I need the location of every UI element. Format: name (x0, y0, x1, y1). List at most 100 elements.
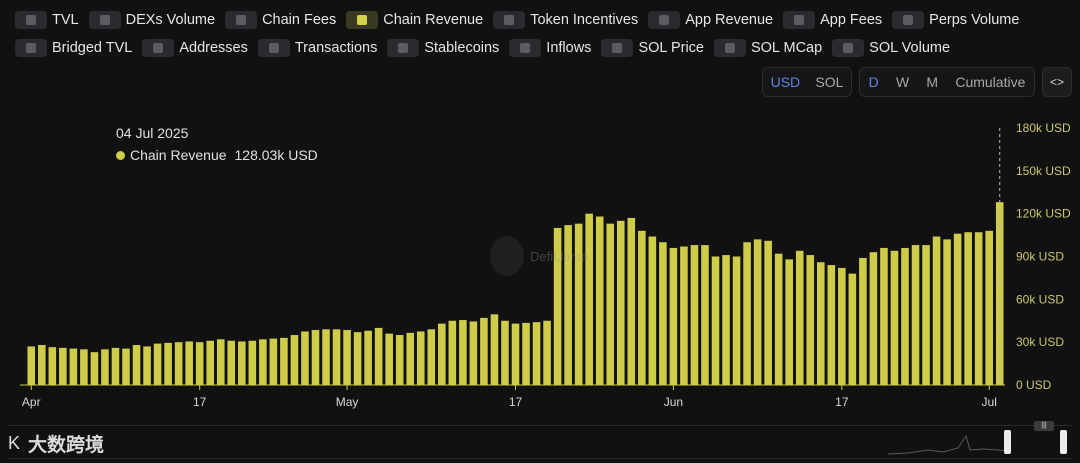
bar[interactable] (164, 342, 172, 385)
bar[interactable] (922, 245, 930, 385)
chain-revenue-chart[interactable]: 0 USD 30k USD 60k USD 90k USD 120k USD 150k U… (0, 110, 1080, 410)
bar[interactable] (48, 347, 57, 385)
currency-option-sol[interactable]: SOL (815, 74, 844, 90)
bar[interactable] (785, 259, 793, 385)
bar[interactable] (680, 246, 688, 385)
bar[interactable] (248, 340, 257, 385)
bar[interactable] (195, 342, 204, 385)
toggle-inflows[interactable]: Inflows (509, 39, 591, 57)
bar[interactable] (448, 320, 457, 385)
toggle-app-revenue[interactable]: App Revenue (648, 11, 773, 29)
toggle-app-fees[interactable]: App Fees (783, 11, 882, 29)
bar[interactable] (859, 257, 867, 385)
bar[interactable] (964, 232, 972, 385)
bar[interactable] (438, 323, 446, 385)
bar[interactable] (59, 347, 67, 385)
bar[interactable] (38, 345, 46, 385)
bar[interactable] (311, 330, 320, 385)
bar[interactable] (259, 339, 267, 385)
bar[interactable] (890, 250, 899, 385)
bar[interactable] (722, 255, 730, 385)
period-option-d[interactable]: D (868, 74, 879, 90)
bar[interactable] (659, 242, 667, 385)
toggle-transactions[interactable]: Transactions (257, 39, 377, 57)
bar[interactable] (153, 343, 162, 385)
range-navigator[interactable]: ||| (8, 421, 1072, 459)
bar[interactable] (522, 322, 530, 385)
bar[interactable] (459, 320, 467, 385)
bar[interactable] (901, 247, 909, 385)
toggle-stablecoins[interactable]: Stablecoins (387, 39, 499, 57)
period-option-cumulative[interactable]: Cumulative (955, 74, 1026, 90)
bar[interactable] (469, 321, 478, 385)
toggle-chain-fees[interactable]: Chain Fees (225, 11, 336, 29)
bar[interactable] (511, 323, 520, 385)
bar[interactable] (111, 347, 120, 385)
bar[interactable] (880, 247, 888, 385)
bar[interactable] (332, 329, 341, 385)
bar[interactable] (595, 216, 604, 385)
bar[interactable] (322, 329, 330, 385)
navigator-right-handle[interactable] (1060, 430, 1067, 454)
bar[interactable] (638, 230, 646, 385)
bar[interactable] (816, 262, 825, 385)
bar[interactable] (90, 352, 99, 385)
bar[interactable] (701, 245, 709, 385)
toggle-addresses[interactable]: Addresses (142, 39, 248, 57)
toggle-bridged-tvl[interactable]: Bridged TVL (15, 39, 132, 57)
toggle-sol-volume[interactable]: SOL Volume (832, 39, 950, 57)
bar[interactable] (132, 345, 141, 385)
bar[interactable] (574, 223, 583, 385)
bar[interactable] (280, 337, 288, 385)
bar[interactable] (869, 252, 878, 385)
bar[interactable] (480, 317, 488, 385)
bar[interactable] (806, 255, 815, 385)
bar[interactable] (627, 217, 636, 385)
bar[interactable] (543, 320, 551, 385)
navigator-left-handle[interactable] (1004, 430, 1011, 454)
bar[interactable] (238, 341, 246, 385)
bar[interactable] (827, 265, 836, 385)
bar[interactable] (227, 340, 236, 385)
bar[interactable] (501, 320, 509, 385)
bar[interactable] (269, 338, 278, 385)
bar[interactable] (395, 335, 404, 385)
bar[interactable] (974, 232, 983, 385)
bar[interactable] (911, 245, 920, 385)
bar[interactable] (648, 236, 657, 385)
bar[interactable] (743, 242, 751, 385)
bar[interactable] (101, 349, 109, 385)
navigator-grip-icon[interactable]: ||| (1034, 421, 1054, 431)
bar[interactable] (995, 202, 1004, 385)
bar[interactable] (774, 253, 783, 385)
bar[interactable] (943, 239, 951, 385)
bar[interactable] (669, 247, 678, 385)
bar[interactable] (606, 223, 615, 385)
bar[interactable] (764, 240, 772, 385)
bar[interactable] (206, 340, 215, 385)
bar[interactable] (353, 332, 362, 385)
toggle-dexs-volume[interactable]: DEXs Volume (88, 11, 215, 29)
embed-button[interactable]: <> (1042, 67, 1072, 97)
toggle-perps-volume[interactable]: Perps Volume (892, 11, 1019, 29)
bar[interactable] (732, 256, 741, 386)
bar[interactable] (290, 335, 299, 385)
bar[interactable] (385, 333, 393, 385)
toggle-chain-revenue[interactable]: Chain Revenue (346, 11, 483, 29)
bar[interactable] (174, 342, 183, 385)
bar[interactable] (564, 225, 572, 385)
period-option-w[interactable]: W (895, 74, 910, 90)
bar[interactable] (490, 314, 499, 385)
bar[interactable] (301, 331, 309, 385)
bar[interactable] (795, 250, 804, 385)
bar[interactable] (753, 239, 762, 385)
period-option-m[interactable]: M (926, 74, 939, 90)
bar[interactable] (932, 236, 941, 385)
bar[interactable] (838, 267, 846, 385)
bar[interactable] (711, 256, 720, 386)
bar[interactable] (585, 213, 593, 385)
bar[interactable] (848, 273, 857, 385)
bar[interactable] (553, 227, 562, 385)
bar[interactable] (616, 220, 625, 385)
bar[interactable] (122, 348, 130, 385)
